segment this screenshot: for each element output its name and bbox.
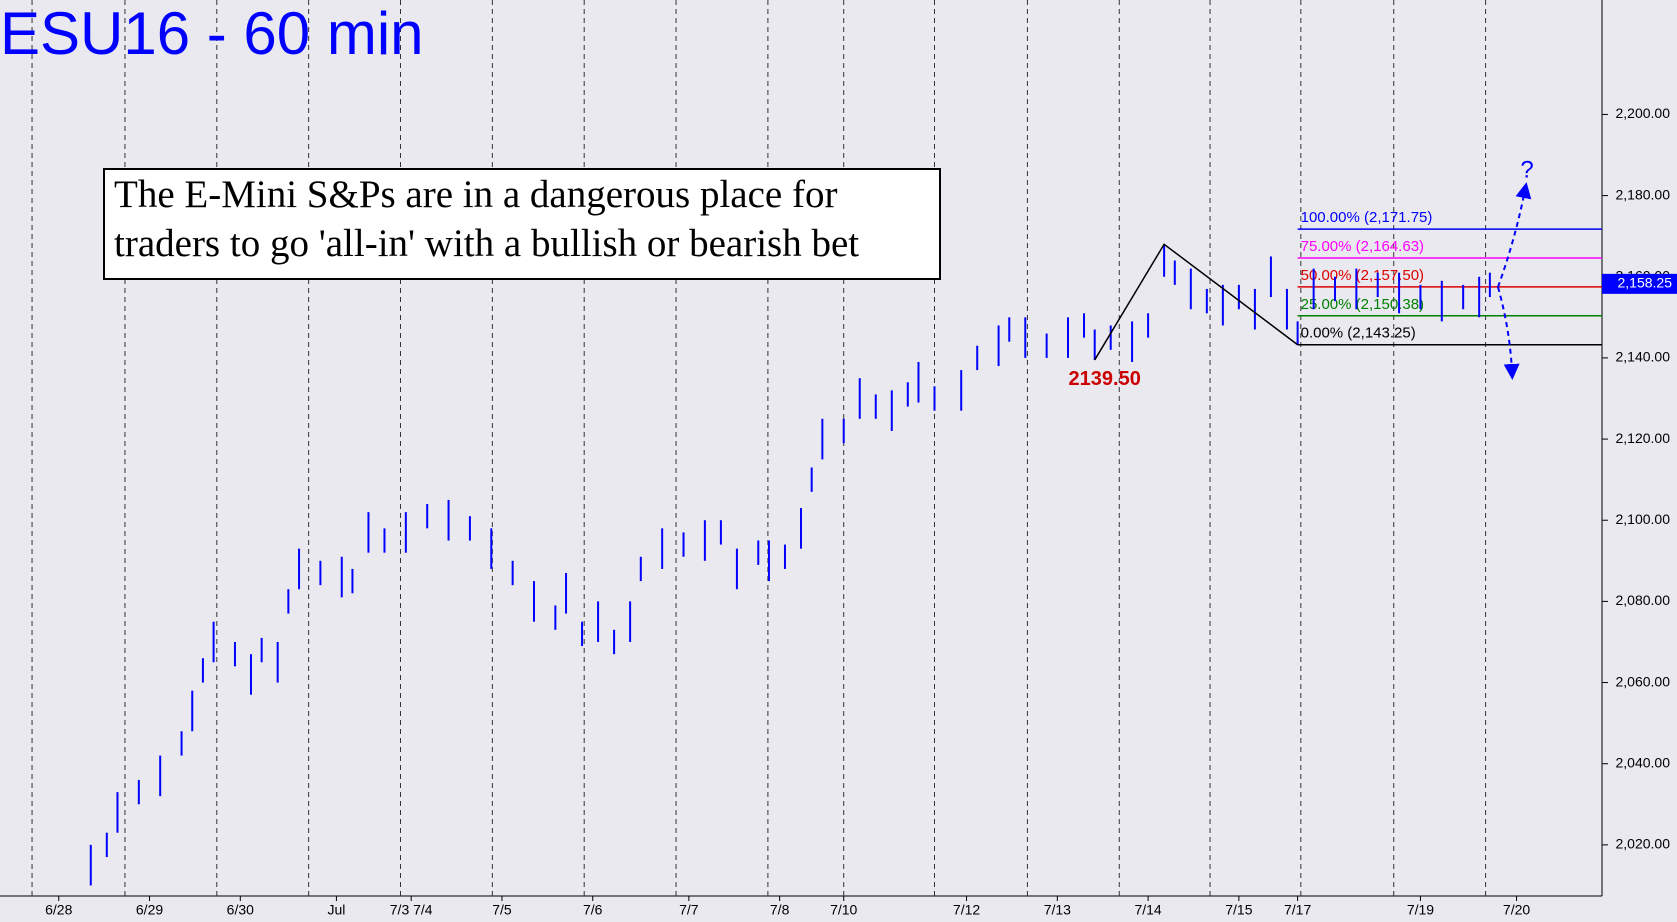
annotation-text: The E-Mini S&Ps are in a dangerous place… [114,173,837,216]
x-tick-label: 7/7 [679,902,699,918]
x-tick-label: 7/19 [1407,902,1434,918]
annotation-box [103,168,941,280]
y-tick-label: 2,200.00 [1616,105,1671,121]
arrow-up [1497,182,1532,288]
fib-label: 100.00% (2,171.75) [1301,209,1433,226]
x-tick-label: 7/5 [492,902,512,918]
y-tick-label: 2,060.00 [1616,673,1671,689]
fib-label: 25.00% (2,150.38) [1301,296,1424,313]
x-tick-label: 7/13 [1044,902,1071,918]
x-tick-label: 7/20 [1503,902,1530,918]
x-tick-label: Jul [327,902,345,918]
x-tick-label: 6/30 [227,902,254,918]
arrow-down [1497,286,1520,380]
x-tick-label: 6/28 [45,902,72,918]
y-tick-label: 2,020.00 [1616,836,1671,852]
y-tick-label: 2,100.00 [1616,511,1671,527]
last-price-label: 2,158.25 [1618,275,1673,291]
fib-label: 0.00% (2,143.25) [1301,325,1416,342]
plot: 100.00% (2,171.75) 75.00% (2,164.63) 50.00… [31,0,1602,896]
y-tick-label: 2,040.00 [1616,754,1671,770]
y-tick-label: 2,120.00 [1616,430,1671,446]
x-tick-label: 7/12 [953,902,980,918]
x-tick-label: 7/3 7/4 [390,902,433,918]
question-mark: ? [1520,156,1533,183]
x-tick-label: 7/15 [1225,902,1252,918]
x-tick-label: 7/6 [583,902,603,918]
low-label: 2139.50 [1069,368,1141,390]
x-tick-label: 6/29 [136,902,163,918]
annotation-text: traders to go 'all-in' with a bullish or… [114,222,859,265]
last-price-box [1602,273,1677,294]
x-tick-label: 7/14 [1134,902,1161,918]
y-tick-label: 2,080.00 [1616,592,1671,608]
x-tick-label: 7/10 [830,902,857,918]
x-tick-label: 7/8 [770,902,790,918]
y-tick-label: 2,180.00 [1616,186,1671,202]
fib-label: 75.00% (2,164.63) [1301,238,1424,255]
pattern-line [1094,243,1299,361]
y-tick-label: 2,140.00 [1616,349,1671,365]
x-tick-label: 7/17 [1284,902,1311,918]
chart-title: ESU16 - 60 min [0,0,424,67]
fib-label: 50.00% (2,157.50) [1301,267,1424,284]
